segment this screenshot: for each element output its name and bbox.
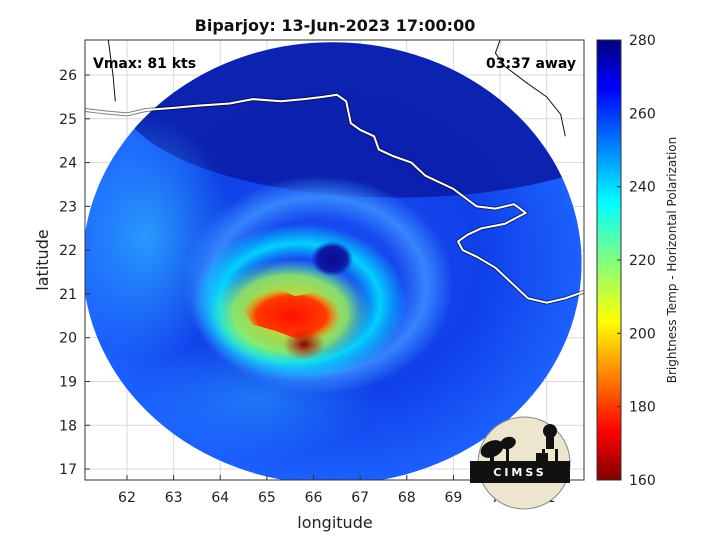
- y-axis-label: latitude: [33, 229, 52, 290]
- y-tick-label: 24: [59, 156, 77, 172]
- colorbar-tick-label: 160: [629, 473, 656, 489]
- x-axis-label: longitude: [297, 513, 372, 532]
- time-offset-annotation: 03:37 away: [486, 56, 576, 72]
- colorbar-tick-label: 200: [629, 326, 656, 342]
- y-tick-label: 19: [59, 374, 77, 390]
- x-tick-label: 62: [118, 490, 136, 506]
- y-tick-label: 18: [59, 418, 77, 434]
- x-tick-label: 69: [445, 490, 463, 506]
- logo-text: CIMSS: [493, 466, 546, 479]
- chart-title: Biparjoy: 13-Jun-2023 17:00:00: [195, 16, 476, 35]
- deep-convection-core: [283, 329, 325, 360]
- y-tick-label: 17: [59, 462, 77, 478]
- colorbar-ticks: 160 180 200 220 240 260 280: [617, 33, 656, 489]
- colorbar-tick-label: 280: [629, 33, 656, 49]
- x-tick-label: 65: [258, 490, 276, 506]
- vmax-annotation: Vmax: 81 kts: [93, 56, 196, 72]
- y-tick-label: 26: [59, 68, 77, 84]
- colorbar-tick-label: 180: [629, 400, 656, 416]
- colorbar-tick-label: 260: [629, 106, 656, 122]
- colorbar-tick-label: 240: [629, 180, 656, 196]
- y-tick-label: 25: [59, 112, 77, 128]
- x-tick-label: 63: [165, 490, 183, 506]
- storm-eye: [311, 241, 353, 276]
- x-tick-label: 66: [305, 490, 323, 506]
- y-tick-label: 22: [59, 243, 77, 259]
- colorbar-tick-label: 220: [629, 253, 656, 269]
- x-tick-label: 64: [211, 490, 229, 506]
- x-tick-label: 67: [351, 490, 369, 506]
- y-tick-label: 20: [59, 331, 77, 347]
- y-tick-label: 23: [59, 199, 77, 215]
- colorbar-label: Brightness Temp - Horizontal Polarizatio…: [665, 137, 679, 384]
- x-tick-label: 68: [398, 490, 416, 506]
- y-tick-label: 21: [59, 287, 77, 303]
